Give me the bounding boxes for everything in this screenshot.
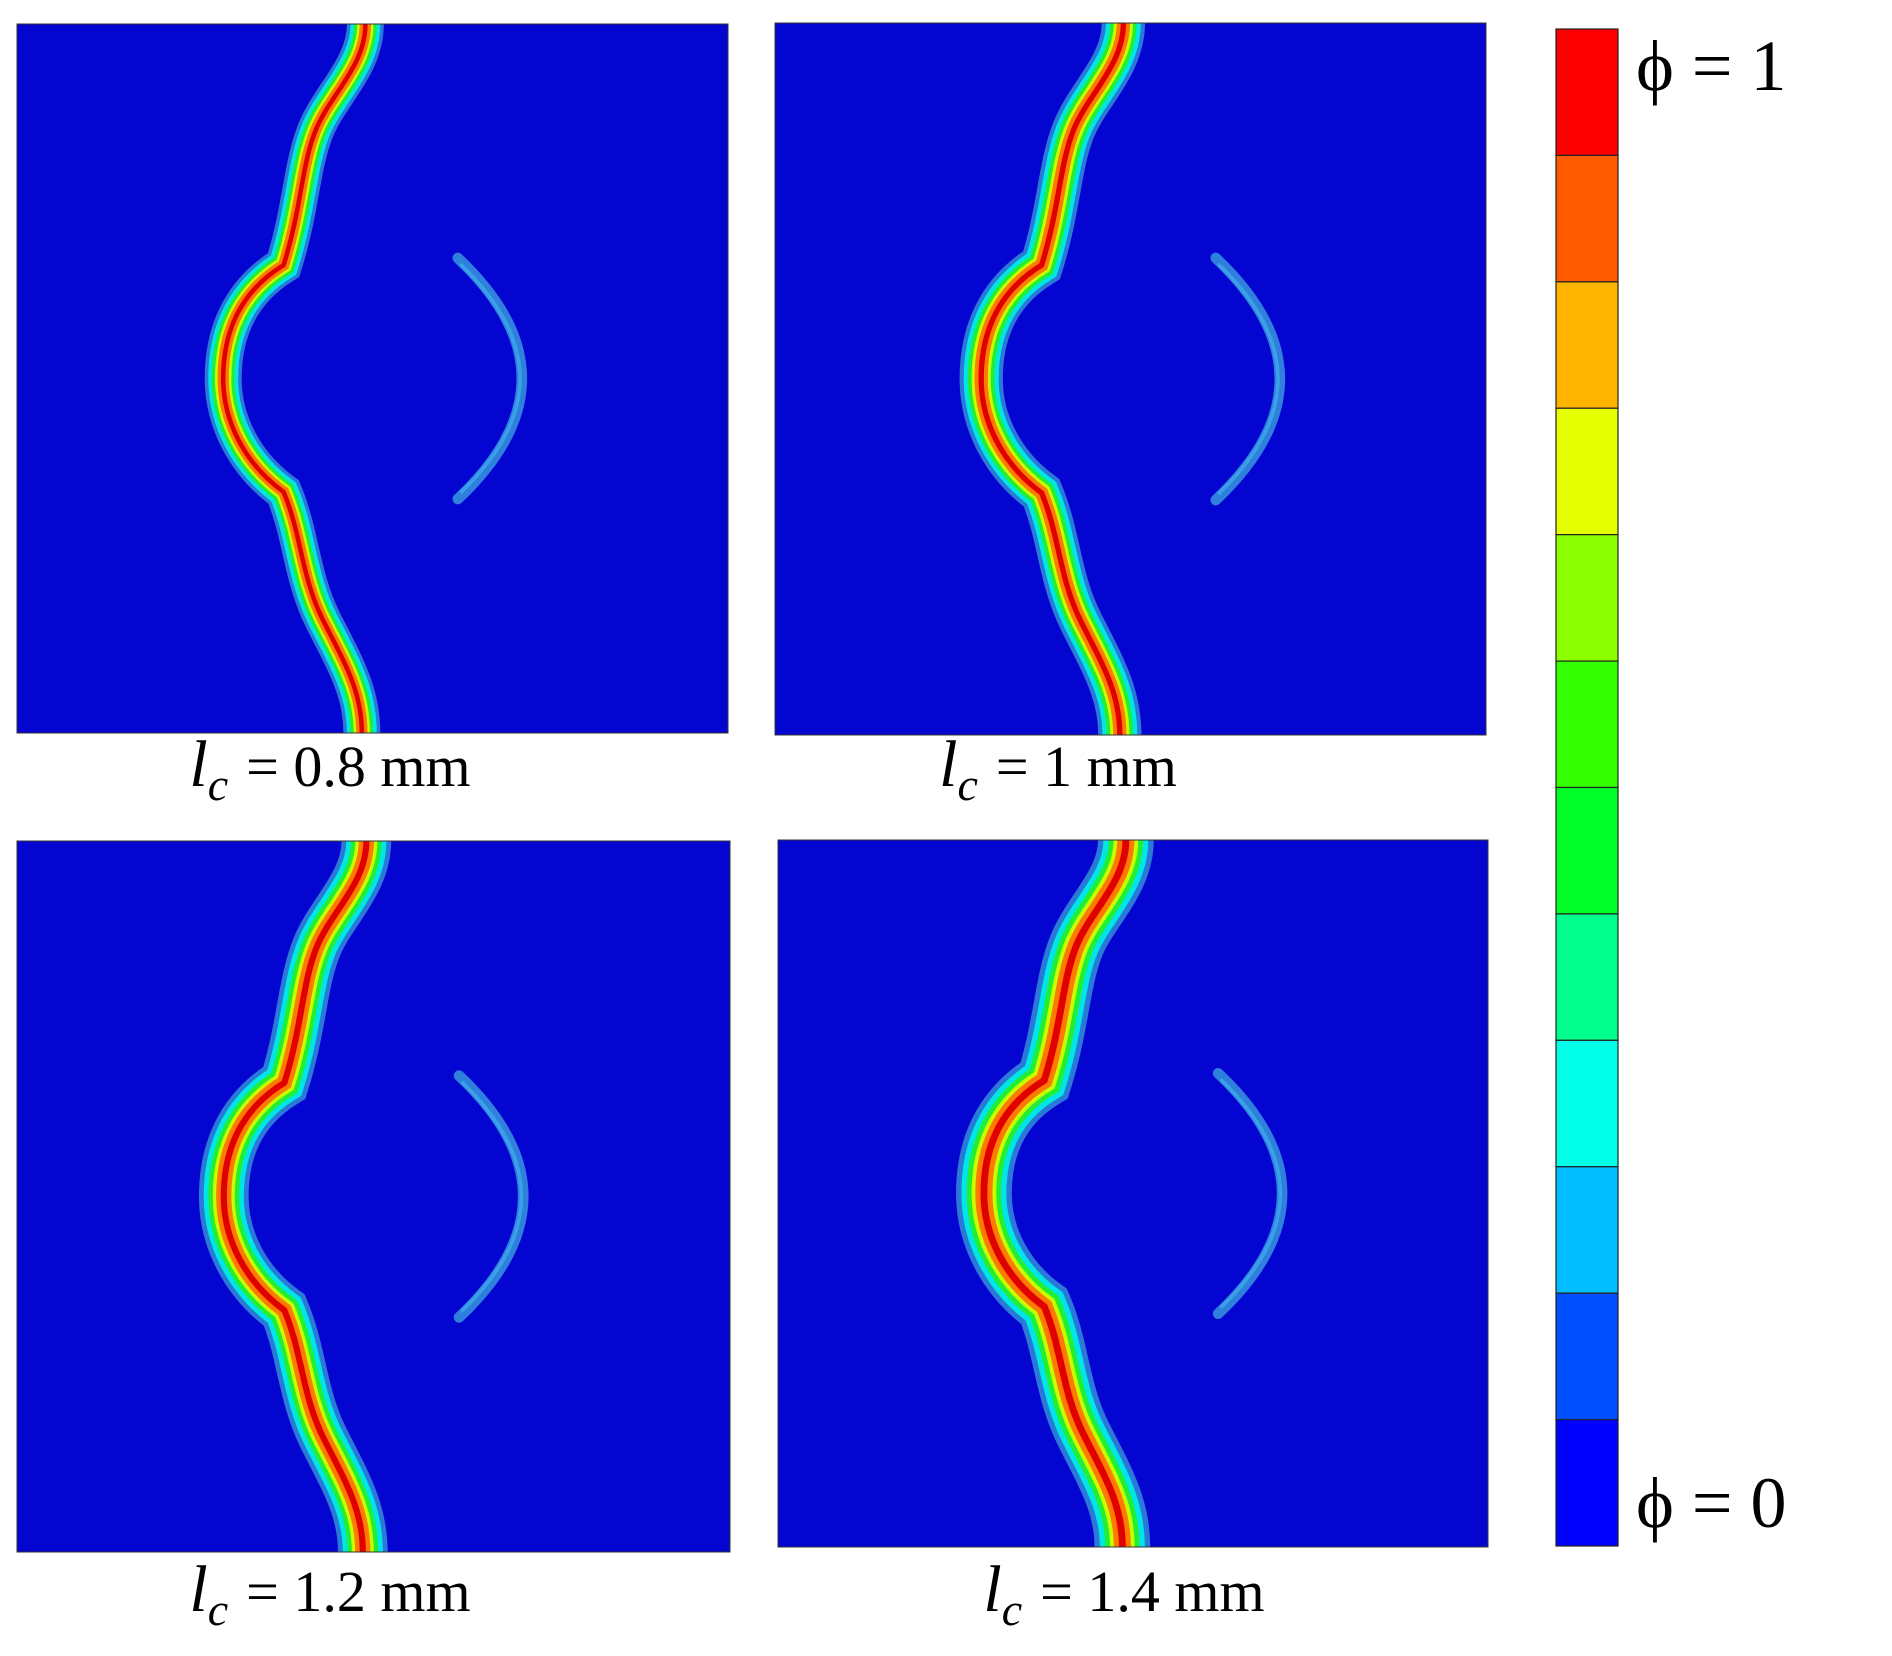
colorbar-segment <box>1555 1292 1619 1421</box>
panel-caption: lc = 0.8 mm <box>189 728 470 810</box>
panel-border <box>16 23 729 734</box>
secondary-crack-core <box>1219 1078 1283 1309</box>
colorbar-segment <box>1555 660 1619 789</box>
colorbar-min-label: ϕ = 0 <box>1636 1463 1787 1543</box>
panel <box>778 840 1488 1547</box>
caption-symbol: l <box>983 1553 1001 1626</box>
caption-symbol: l <box>189 728 207 801</box>
panel-caption: lc = 1.4 mm <box>983 1553 1264 1635</box>
crack-band <box>978 23 1127 735</box>
panel-caption: lc = 1 mm <box>939 728 1177 810</box>
secondary-crack-core <box>459 263 522 494</box>
colorbar-segment <box>1555 1039 1619 1168</box>
panel-caption: lc = 1.2 mm <box>189 1553 470 1635</box>
panel-background <box>778 840 1488 1547</box>
caption-value: = 1.4 mm <box>1040 1559 1264 1624</box>
caption-value: = 0.8 mm <box>246 734 470 799</box>
colorbar-segment <box>1555 281 1619 409</box>
caption-subscript: c <box>1002 1584 1022 1635</box>
panel <box>775 23 1486 735</box>
panel-background <box>775 23 1486 735</box>
panel <box>17 24 728 733</box>
colorbar-segment <box>1555 1166 1619 1294</box>
crack-band <box>980 840 1130 1547</box>
caption-symbol: l <box>939 728 957 801</box>
secondary-crack <box>1210 252 1286 506</box>
panel-background <box>17 841 730 1552</box>
colorbar-segment <box>1555 154 1619 283</box>
crack-band <box>220 24 368 733</box>
panel-background <box>17 24 728 733</box>
caption-value: = 1 mm <box>996 734 1177 799</box>
caption-subscript: c <box>208 759 228 810</box>
colorbar-segment <box>1555 913 1619 1041</box>
secondary-crack-core <box>460 1080 524 1313</box>
colorbar-segment <box>1555 28 1619 157</box>
caption-value: = 1.2 mm <box>246 1559 470 1624</box>
caption-subscript: c <box>208 1584 228 1635</box>
caption-subscript: c <box>957 759 977 810</box>
panel-border <box>774 22 1487 736</box>
colorbar-segment <box>1555 1418 1619 1547</box>
colorbar-max-label: ϕ = 1 <box>1636 26 1787 106</box>
colorbar-segment <box>1555 786 1619 915</box>
caption-symbol: l <box>189 1553 207 1626</box>
secondary-crack-core <box>1217 263 1280 495</box>
colorbar-segment <box>1555 407 1619 536</box>
crack-band <box>220 841 370 1552</box>
panel <box>17 841 730 1552</box>
colorbar-segment <box>1555 534 1619 662</box>
panel-border <box>16 840 731 1553</box>
panel-border <box>777 839 1489 1548</box>
